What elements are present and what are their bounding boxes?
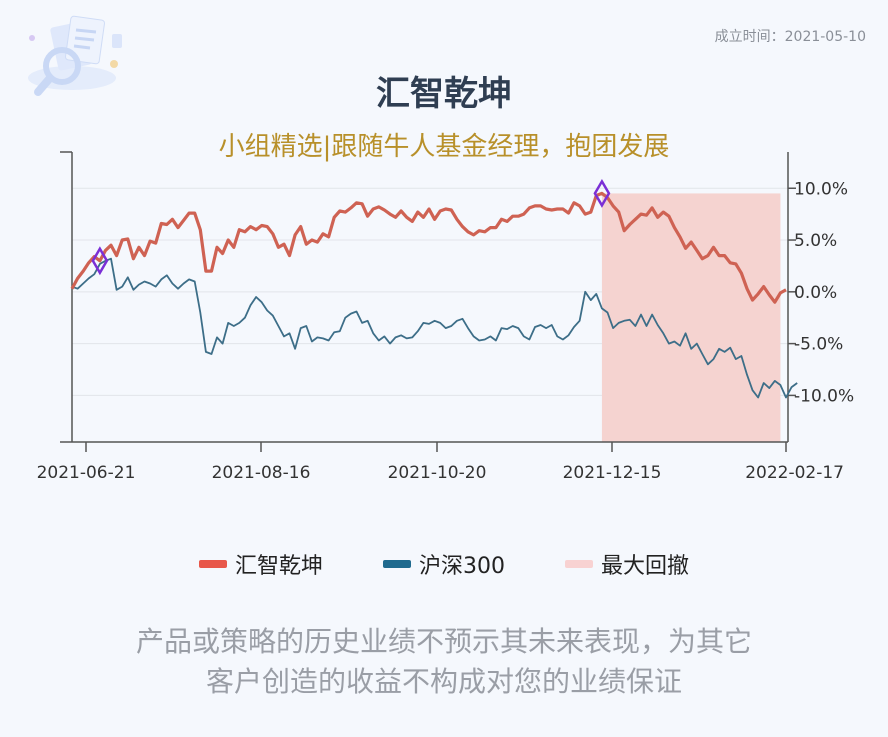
y-tick-label: -10.0% [794, 386, 854, 406]
y-tick-label: 0.0% [794, 283, 837, 303]
legend-item-index: 沪深300 [383, 548, 505, 580]
legend-item-fund: 汇智乾坤 [198, 548, 323, 580]
diamond-marker [91, 246, 109, 276]
x-tick-label: 2021-06-21 [37, 463, 136, 483]
magnifier-illustration-icon [28, 15, 122, 96]
legend-swatch-fund [198, 560, 227, 568]
x-tick-label: 2021-12-15 [563, 463, 662, 483]
disclaimer-line-2: 客户创造的收益不构成对您的业绩保证 [205, 665, 682, 698]
x-tick-label: 2022-02-17 [745, 463, 844, 483]
chart-legend: 汇智乾坤 沪深300 最大回撤 [0, 548, 888, 580]
x-tick-label: 2021-10-20 [388, 463, 487, 483]
legend-label-fund: 汇智乾坤 [234, 554, 323, 579]
legend-label-drawdown: 最大回撤 [601, 554, 690, 579]
performance-chart: 10.0% 5.0% 0.0% -5.0% -10.0% 2021-06-21 2021-0… [37, 151, 854, 483]
fund-series-line [70, 191, 787, 304]
legend-swatch-drawdown [565, 560, 593, 568]
legend-item-drawdown: 最大回撤 [565, 548, 689, 580]
disclaimer-line-1: 产品或策略的历史业绩不预示其未来表现，为其它 [135, 625, 752, 658]
y-tick-label: 5.0% [794, 231, 837, 251]
legend-swatch-index [383, 560, 411, 568]
legend-label-index: 沪深300 [419, 554, 505, 579]
diamond-marker [593, 178, 611, 208]
page-subtitle: 小组精选|跟随牛人基金经理，抱团发展 [218, 132, 670, 162]
y-tick-label: 10.0% [794, 179, 848, 199]
index-series-line [71, 257, 798, 399]
established-date: 成立时间：2021-05-10 [714, 29, 866, 45]
max-drawdown-area [601, 193, 781, 442]
page-title: 汇智乾坤 [376, 74, 512, 114]
y-tick-label: -5.0% [794, 335, 843, 355]
x-tick-label: 2021-08-16 [212, 463, 311, 483]
disclaimer: 产品或策略的历史业绩不预示其未来表现，为其它 客户创造的收益不构成对您的业绩保证 [40, 622, 848, 702]
